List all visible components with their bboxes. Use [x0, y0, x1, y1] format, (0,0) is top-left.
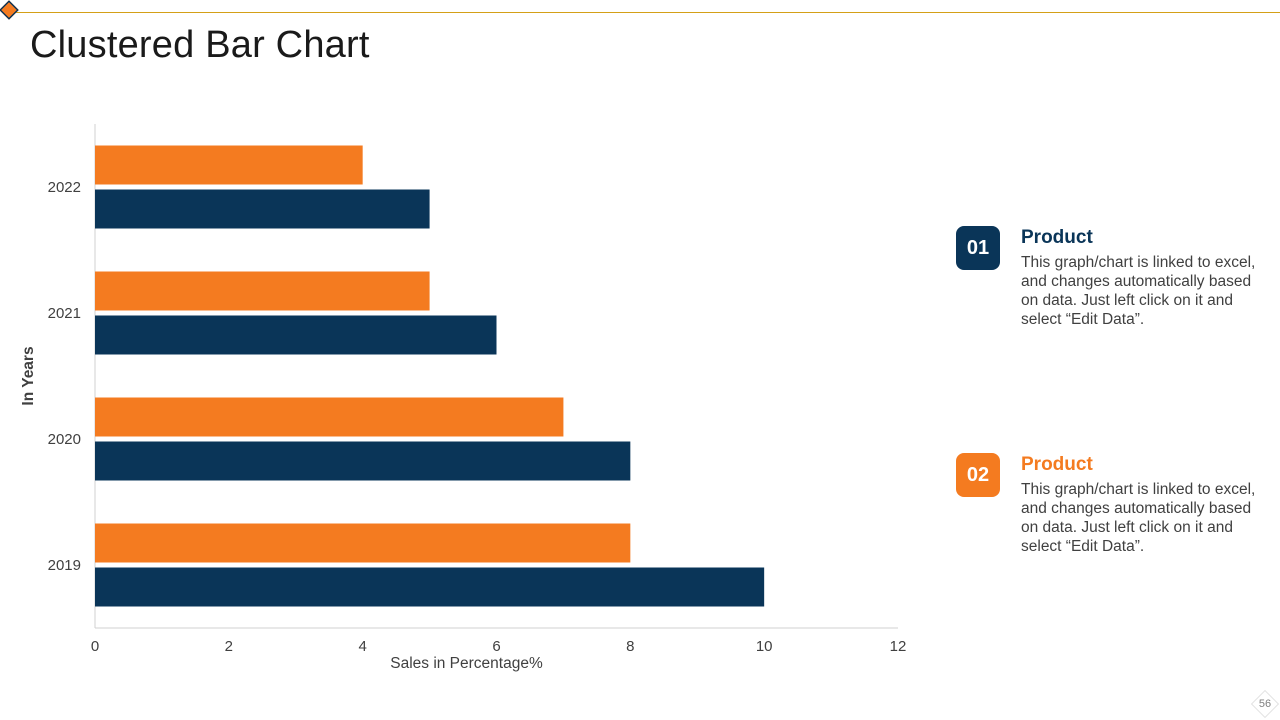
legend-title-02: Product [1021, 454, 1093, 475]
y-tick-label-2019: 2019 [48, 557, 81, 574]
bar-2020-series-1 [95, 441, 631, 481]
legend-badge-01: 01 [956, 226, 1000, 270]
bar-2021-series-1 [95, 315, 497, 355]
x-tick-label-6: 6 [492, 638, 500, 655]
bar-2020-series-2 [95, 397, 564, 437]
x-tick-label-10: 10 [756, 638, 773, 655]
page-number: 56 [1252, 692, 1278, 716]
y-tick-label-2021: 2021 [48, 305, 81, 322]
x-tick-label-12: 12 [890, 638, 907, 655]
bar-2019-series-2 [95, 523, 631, 563]
y-tick-label-2020: 2020 [48, 431, 81, 448]
page-title: Clustered Bar Chart [30, 24, 370, 66]
x-tick-label-2: 2 [225, 638, 233, 655]
x-tick-label-4: 4 [358, 638, 366, 655]
header-accent-line [12, 12, 1280, 13]
bar-2022-series-2 [95, 145, 363, 185]
legend-badge-02: 02 [956, 453, 1000, 497]
legend-description-02: This graph/chart is linked to excel, and… [1021, 481, 1256, 555]
x-tick-label-8: 8 [626, 638, 634, 655]
y-tick-label-2022: 2022 [48, 179, 81, 196]
bar-2019-series-1 [95, 567, 765, 607]
legend-title-01: Product [1021, 227, 1093, 248]
x-tick-label-0: 0 [91, 638, 99, 655]
y-axis-title: In Years [20, 346, 37, 405]
legend-description-01: This graph/chart is linked to excel, and… [1021, 254, 1256, 328]
bar-2021-series-2 [95, 271, 430, 311]
x-axis-title: Sales in Percentage% [390, 655, 543, 672]
clustered-bar-chart: 2019 2020 2021 2022 0 2 4 6 8 10 12 Sales in Percen… [20, 124, 907, 672]
bar-2022-series-1 [95, 189, 430, 229]
